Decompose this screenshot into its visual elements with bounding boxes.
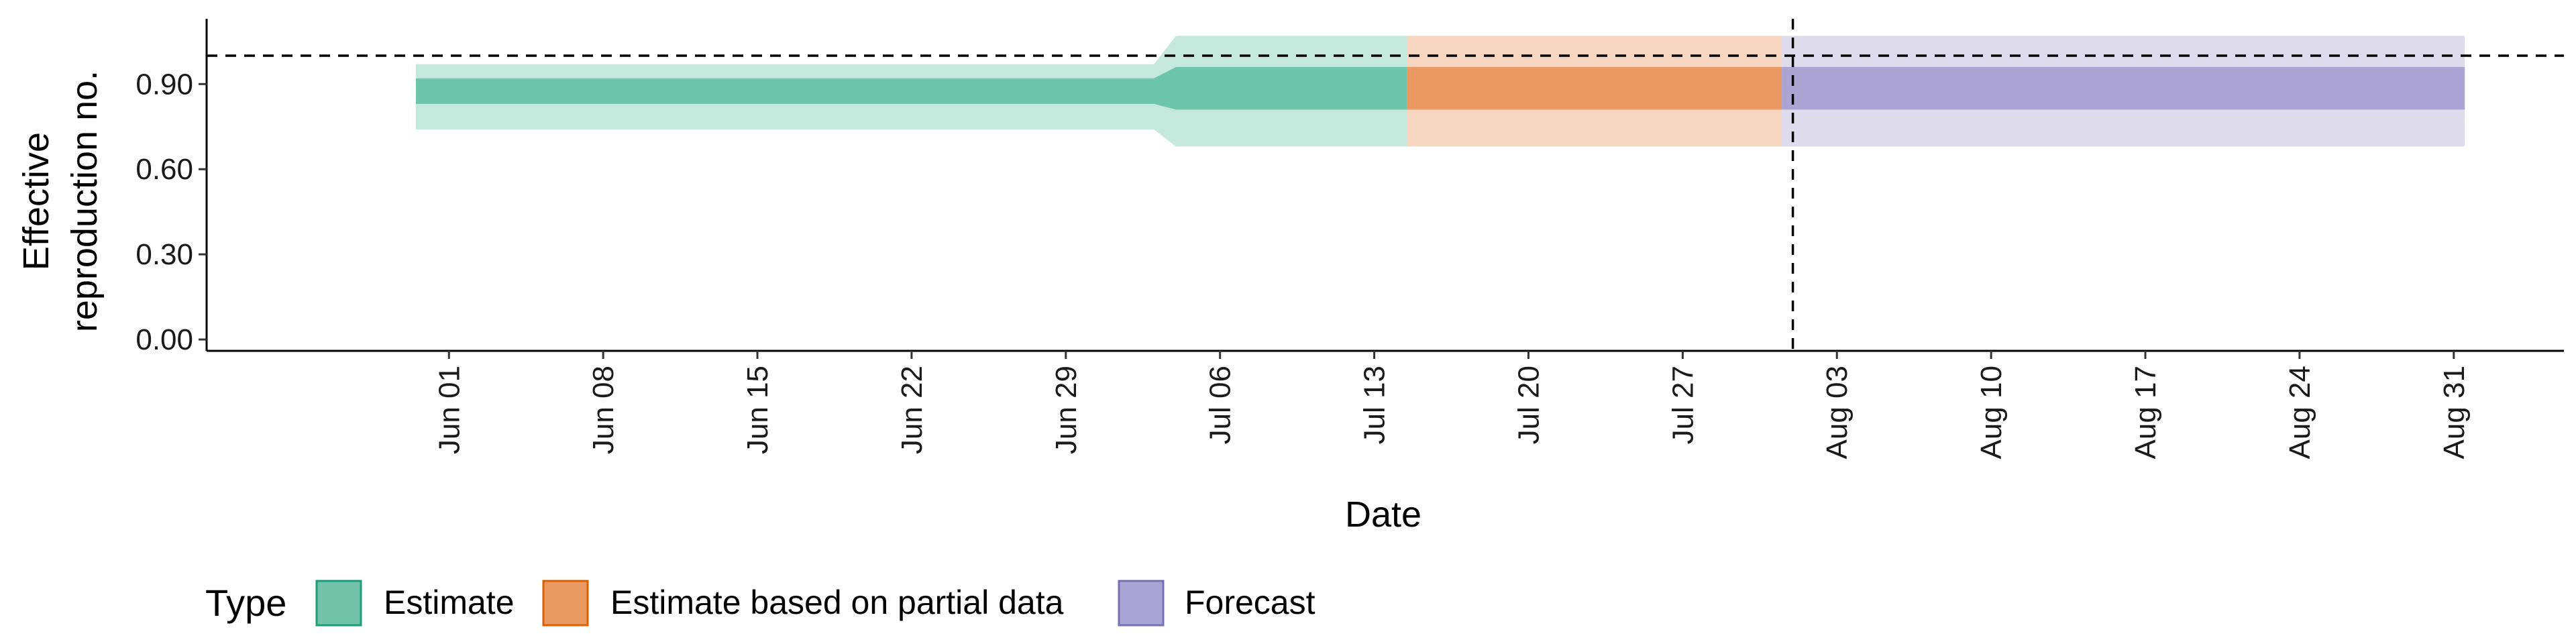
x-tick-label: Jun 08 <box>587 366 620 454</box>
x-axis-title: Date <box>1345 494 1421 535</box>
x-tick-label: Jul 20 <box>1513 366 1546 444</box>
legend-key-forecast <box>1118 580 1165 627</box>
x-tick-label: Jul 06 <box>1204 366 1237 444</box>
legend-key-partial <box>542 580 589 627</box>
x-tick-label: Jun 22 <box>896 366 928 454</box>
legend-title: Type <box>205 582 286 624</box>
x-tick-label: Aug 17 <box>2129 366 2162 459</box>
x-tick-label: Jun 01 <box>433 366 466 454</box>
y-tick-label: 0.90 <box>136 68 193 101</box>
x-tick-label: Jul 27 <box>1666 366 1699 444</box>
ribbon-50-forecast <box>1782 66 2465 110</box>
axes: 0.00 0.30 0.60 0.90 Jun 01 Jun 08 Jun 15 Jun 2… <box>136 19 2564 459</box>
x-tick-label: Aug 31 <box>2438 366 2471 459</box>
x-tick-label: Aug 24 <box>2284 366 2316 459</box>
y-axis-ticks: 0.00 0.30 0.60 0.90 <box>136 68 207 356</box>
legend-key-estimate <box>315 580 362 627</box>
y-tick-label: 0.30 <box>136 238 193 271</box>
x-axis-ticks: Jun 01 Jun 08 Jun 15 Jun 22 Jun 29 Jul 06 Jul … <box>433 351 2471 459</box>
x-tick-label: Jun 15 <box>741 366 774 454</box>
y-axis-title-line-2: reproduction no. <box>64 70 105 332</box>
ribbon-50-estimate <box>416 66 1407 110</box>
x-tick-label: Jun 29 <box>1050 366 1083 454</box>
legend-label-estimate: Estimate <box>384 584 515 621</box>
y-axis-title-line-1: Effective <box>16 132 56 270</box>
ribbon-50-estimate-based-on-partial-data <box>1407 66 1782 110</box>
ribbon-layer <box>416 36 2465 147</box>
legend: Type Estimate Estimate based on partial … <box>205 580 1316 627</box>
legend-label-forecast: Forecast <box>1185 584 1316 621</box>
x-tick-label: Aug 10 <box>1975 366 2008 459</box>
legend-label-partial: Estimate based on partial data <box>610 584 1064 621</box>
y-tick-label: 0.00 <box>136 323 193 356</box>
y-tick-label: 0.60 <box>136 153 193 186</box>
x-tick-label: Aug 03 <box>1821 366 1854 459</box>
x-tick-label: Jul 13 <box>1358 366 1391 444</box>
